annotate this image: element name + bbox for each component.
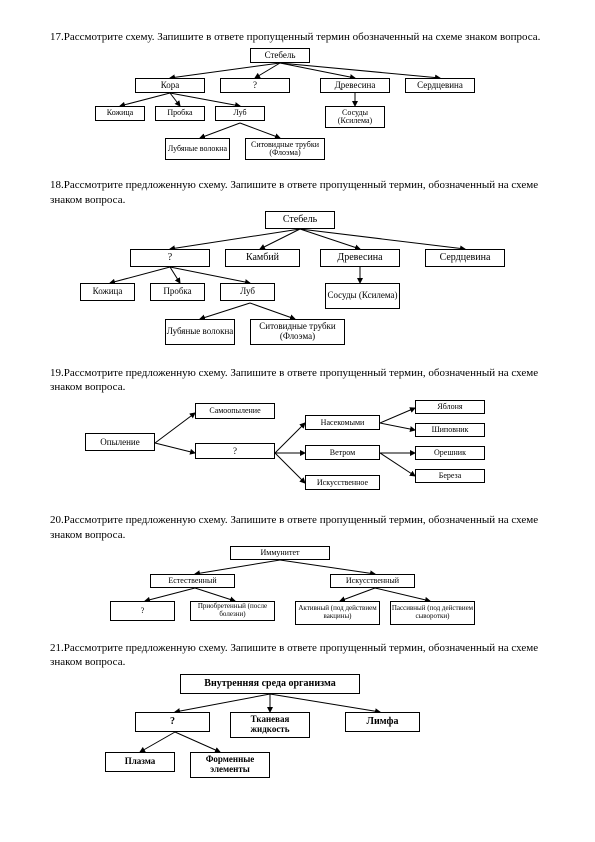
n-l1d: Сердцевина [425, 249, 505, 267]
n-a: Естественный [150, 574, 235, 588]
n-d3: Орешник [415, 446, 485, 460]
n-l3a: Лубяные волокна [165, 138, 230, 160]
n-c1: ? [110, 601, 175, 621]
n-l2b: Пробка [150, 283, 205, 301]
n-l2c: Луб [215, 106, 265, 121]
n-c3: Активный (под действием вакцины) [295, 601, 380, 625]
q17-text: 17.Рассмотрите схему. Запишите в ответе … [50, 30, 545, 44]
q20-text: 20.Рассмотрите предложенную схему. Запиш… [50, 513, 545, 542]
n-l1a: Кора [135, 78, 205, 93]
n-c2: Ветром [305, 445, 380, 460]
q19-chart: Опыление Самоопыление ? Насекомыми Ветро… [80, 398, 520, 503]
q21-chart: Внутренняя среда организма ? Тканевая жи… [90, 674, 490, 779]
n-l1a: ? [130, 249, 210, 267]
n-d1: Плазма [105, 752, 175, 772]
n-d2: Форменные элементы [190, 752, 270, 778]
n-d2: Шиповник [415, 423, 485, 437]
n-l2a: Кожица [95, 106, 145, 121]
n-c2: Приобретенный (после болезни) [190, 601, 275, 621]
n-c: Лимфа [345, 712, 420, 732]
n-l3b: Ситовидные трубки (Флоэма) [245, 138, 325, 160]
n-c1: Насекомыми [305, 415, 380, 430]
q20-chart: Иммунитет Естественный Искусственный ? П… [90, 546, 510, 631]
n-root: Внутренняя среда организма [180, 674, 360, 694]
n-b: Искусственный [330, 574, 415, 588]
n-b: Тканевая жидкость [230, 712, 310, 738]
n-l1c: Древесина [320, 249, 400, 267]
n-a: ? [135, 712, 210, 732]
n-l1c: Древесина [320, 78, 390, 93]
q18-chart: Стебель ? Камбий Древесина Сердцевина Ко… [70, 211, 530, 356]
n-root: Стебель [250, 48, 310, 63]
n-c3: Искусственное [305, 475, 380, 490]
n-d4: Береза [415, 469, 485, 483]
n-l1d: Сердцевина [405, 78, 475, 93]
n-l2c: Луб [220, 283, 275, 301]
n-l3b: Ситовидные трубки (Флоэма) [250, 319, 345, 345]
q17-chart: Стебель Кора ? Древесина Сердцевина Кожи… [80, 48, 510, 168]
n-c4: Пассивный (под действием сыворотки) [390, 601, 475, 625]
n-root: Иммунитет [230, 546, 330, 560]
q21-text: 21.Рассмотрите предложенную схему. Запиш… [50, 641, 545, 670]
n-a: Самоопыление [195, 403, 275, 419]
n-l3a: Лубяные волокна [165, 319, 235, 345]
n-b: ? [195, 443, 275, 459]
n-d1: Яблоня [415, 400, 485, 414]
n-l2d: Сосуды (Ксилема) [325, 106, 385, 128]
n-l2a: Кожица [80, 283, 135, 301]
n-l2d: Сосуды (Ксилема) [325, 283, 400, 309]
n-l1b: ? [220, 78, 290, 93]
n-l1b: Камбий [225, 249, 300, 267]
q19-text: 19.Рассмотрите предложенную схему. Запиш… [50, 366, 545, 395]
n-root: Опыление [85, 433, 155, 451]
n-l2b: Пробка [155, 106, 205, 121]
q18-text: 18.Рассмотрите предложенную схему. Запиш… [50, 178, 545, 207]
n-root: Стебель [265, 211, 335, 229]
